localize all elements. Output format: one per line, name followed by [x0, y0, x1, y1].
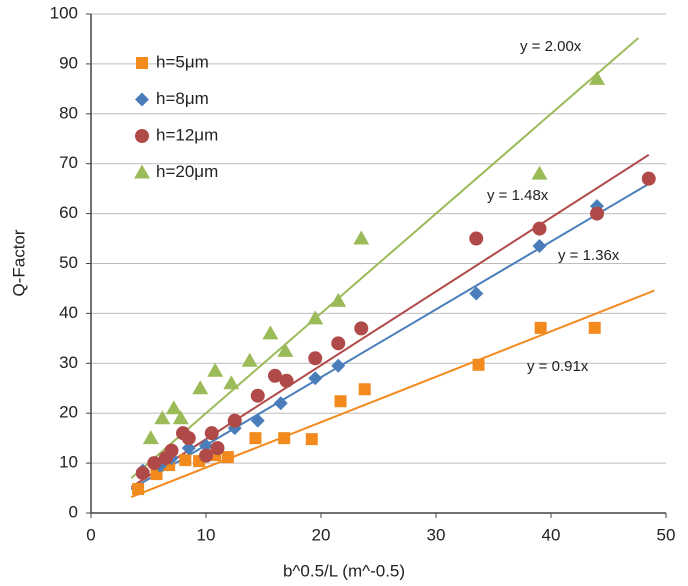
marker — [277, 342, 294, 357]
marker — [249, 432, 262, 445]
series — [132, 321, 601, 496]
marker — [250, 388, 265, 403]
marker — [154, 410, 171, 425]
marker — [331, 336, 346, 351]
marker — [135, 466, 150, 481]
y-axis-title: Q-Factor — [9, 229, 28, 296]
marker — [472, 358, 485, 371]
marker — [135, 92, 149, 107]
marker — [469, 231, 484, 246]
marker — [278, 432, 291, 445]
marker — [135, 129, 149, 143]
marker — [469, 286, 484, 301]
y-tick-label: 30 — [59, 353, 78, 372]
legend-label: h=12μm — [156, 125, 218, 144]
marker — [268, 368, 282, 383]
trend-equation: y = 2.00x — [520, 38, 582, 55]
marker — [590, 206, 604, 221]
marker — [334, 395, 347, 408]
marker — [330, 292, 347, 307]
series — [135, 171, 656, 481]
legend-label: h=5μm — [156, 52, 209, 71]
y-tick-label: 20 — [59, 403, 78, 422]
y-tick-label: 90 — [59, 53, 78, 72]
marker — [136, 57, 148, 69]
legend-label: h=8μm — [156, 89, 209, 108]
legend-label: h=20μm — [156, 162, 218, 181]
marker — [192, 380, 209, 395]
trend-line — [130, 182, 650, 491]
marker — [199, 438, 213, 453]
marker — [165, 400, 182, 415]
y-tick-label: 50 — [59, 253, 78, 272]
trend-equation: y = 1.36x — [558, 247, 620, 264]
series — [142, 70, 605, 445]
y-tick-label: 100 — [50, 3, 78, 22]
marker — [262, 325, 279, 340]
marker — [308, 371, 323, 386]
y-tick-label: 80 — [59, 103, 78, 122]
marker — [181, 441, 196, 456]
marker — [147, 456, 162, 471]
y-tick-label: 10 — [59, 453, 78, 472]
marker — [532, 239, 547, 254]
marker — [273, 396, 288, 411]
marker — [531, 165, 548, 180]
marker — [250, 413, 265, 428]
marker — [164, 443, 179, 458]
trend-equation: y = 1.48x — [487, 187, 549, 204]
marker — [588, 321, 601, 334]
marker — [589, 70, 605, 85]
marker — [223, 375, 240, 390]
y-tick-label: 60 — [59, 203, 78, 222]
marker — [279, 373, 294, 388]
x-axis-title: b^0.5/L (m^-0.5) — [283, 561, 405, 580]
marker — [353, 230, 370, 245]
x-tick-label: 40 — [542, 525, 561, 544]
marker — [207, 362, 224, 377]
y-tick-label: 40 — [59, 303, 78, 322]
marker — [179, 454, 192, 467]
trend-equation: y = 0.91x — [527, 358, 589, 375]
marker — [534, 321, 547, 334]
trend-line — [130, 37, 640, 479]
marker — [204, 426, 219, 441]
x-tick-label: 50 — [657, 525, 676, 544]
marker — [142, 430, 159, 445]
x-tick-label: 10 — [197, 525, 216, 544]
marker — [227, 413, 242, 428]
trend-line — [130, 289, 655, 499]
marker — [132, 483, 145, 496]
x-tick-label: 20 — [312, 525, 331, 544]
x-tick-label: 0 — [86, 525, 95, 544]
marker — [241, 352, 258, 367]
marker — [532, 221, 547, 236]
marker — [172, 410, 189, 425]
marker — [199, 448, 213, 463]
marker — [221, 451, 234, 464]
marker — [308, 351, 323, 366]
marker — [305, 433, 318, 446]
y-tick-label: 70 — [59, 153, 78, 172]
marker — [181, 431, 196, 446]
marker — [134, 164, 150, 179]
y-tick-label: 0 — [69, 502, 78, 521]
marker — [331, 358, 346, 373]
marker — [358, 383, 371, 396]
marker — [641, 171, 656, 186]
marker — [354, 321, 369, 336]
marker — [210, 441, 225, 456]
marker — [307, 310, 324, 325]
x-tick-label: 30 — [427, 525, 446, 544]
